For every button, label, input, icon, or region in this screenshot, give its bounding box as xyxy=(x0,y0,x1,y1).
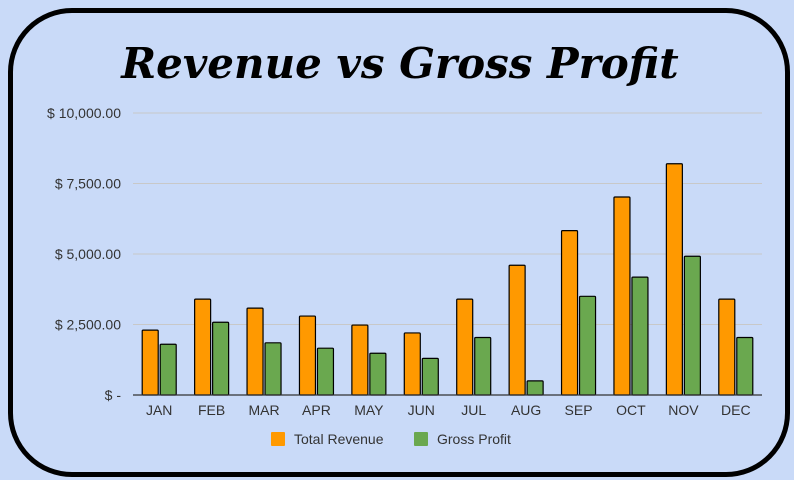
legend-label: Gross Profit xyxy=(437,431,511,447)
revenue-bar-may xyxy=(351,324,369,396)
gridlines xyxy=(133,112,762,325)
x-tick-label: MAY xyxy=(354,402,384,418)
revenue-bar-jan xyxy=(141,329,159,396)
profit-bar-sep xyxy=(578,295,597,396)
revenue-bar-dec xyxy=(718,298,736,396)
profit-bar-may xyxy=(369,352,387,396)
revenue-bar-sep xyxy=(560,229,579,396)
x-axis-ticks: JAN FEB MAR APR MAY JUN JUL AUG SEP OCT NOV DEC xyxy=(146,402,751,418)
chart-title: Revenue vs Gross Profit xyxy=(120,39,678,88)
profit-bar-nov xyxy=(683,255,701,396)
y-tick-label: $ 10,000.00 xyxy=(47,105,121,121)
revenue-bar-apr xyxy=(298,315,317,396)
y-tick-label: $ 2,500.00 xyxy=(55,317,121,333)
x-tick-label: NOV xyxy=(668,402,699,418)
x-tick-label: MAR xyxy=(248,402,279,418)
y-tick-label: $ - xyxy=(105,387,122,403)
x-tick-label: OCT xyxy=(616,402,646,418)
legend-label: Total Revenue xyxy=(294,431,384,447)
revenue-bar-aug xyxy=(508,264,526,396)
x-tick-label: AUG xyxy=(511,402,541,418)
x-tick-label: JAN xyxy=(146,402,172,418)
revenue-bar-oct xyxy=(613,196,631,396)
profit-bar-jul xyxy=(474,336,492,396)
legend: Total Revenue Gross Profit xyxy=(271,431,511,447)
y-axis-ticks: $ - $ 2,500.00 $ 5,000.00 $ 7,500.00 $ 10,00… xyxy=(47,105,121,403)
x-tick-label: DEC xyxy=(721,402,751,418)
x-tick-label: JUN xyxy=(408,402,435,418)
profit-bar-oct xyxy=(631,276,649,396)
profit-bar-feb xyxy=(212,321,230,396)
chart-frame xyxy=(8,8,790,477)
profit-bar-dec xyxy=(736,336,754,396)
revenue-bar-feb xyxy=(194,298,212,396)
profit-bar-jan xyxy=(159,343,177,396)
bars xyxy=(141,163,754,396)
legend-swatch xyxy=(414,432,428,446)
revenue-bar-jun xyxy=(403,332,421,396)
revenue-bar-mar xyxy=(246,307,264,396)
profit-bar-apr xyxy=(316,347,335,396)
profit-bar-aug xyxy=(526,380,544,396)
revenue-bar-jul xyxy=(456,298,474,396)
x-tick-label: FEB xyxy=(198,402,225,418)
revenue-bar-nov xyxy=(665,163,683,396)
x-tick-label: JUL xyxy=(461,402,486,418)
y-tick-label: $ 5,000.00 xyxy=(55,246,121,262)
x-tick-label: APR xyxy=(302,402,331,418)
x-tick-label: SEP xyxy=(565,402,593,418)
legend-swatch xyxy=(271,432,285,446)
y-tick-label: $ 7,500.00 xyxy=(55,176,121,192)
profit-bar-mar xyxy=(264,342,282,396)
profit-bar-jun xyxy=(421,357,439,396)
